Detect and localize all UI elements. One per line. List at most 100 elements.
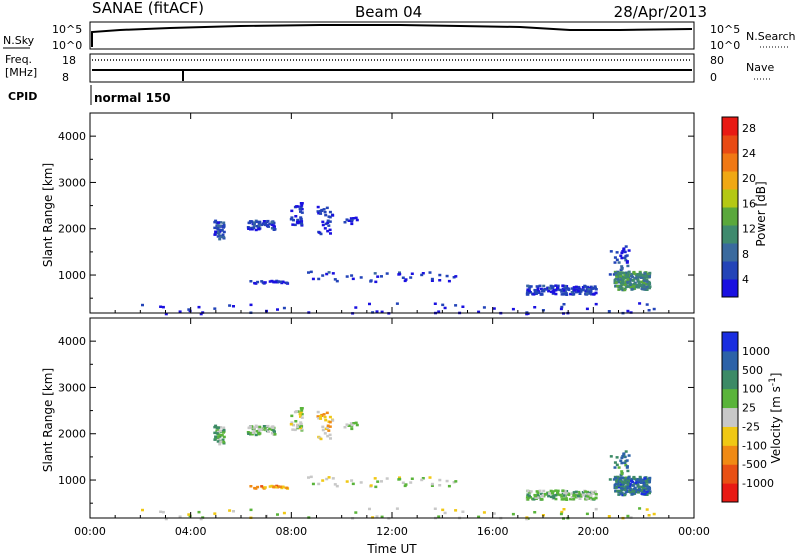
power-scatter-cell: [648, 271, 652, 275]
freq-left-tick-top: 18: [62, 54, 76, 67]
power-scatter-cell: [252, 224, 256, 227]
power-scatter-cell: [635, 284, 639, 287]
power-scatter-cell: [300, 220, 304, 223]
velocity-scatter-cell: [403, 484, 407, 488]
power-scatter-cell: [260, 280, 264, 283]
power-scatter-cell: [620, 276, 624, 279]
power-scatter-cell: [295, 220, 299, 224]
velocity-xtick-label: 20:00: [577, 525, 609, 538]
power-scatter-cell: [380, 275, 383, 278]
velocity-scatter-cell: [347, 424, 351, 427]
velocity-scatter-cell: [621, 493, 625, 497]
power-scatter-cell: [430, 279, 434, 282]
velocity-scatter-cell: [272, 485, 276, 489]
velocity-scatter-cell: [536, 493, 540, 497]
velocity-scatter-cell: [437, 515, 441, 518]
power-scatter-cell: [539, 293, 543, 296]
power-scatter-cell: [350, 222, 354, 226]
power-scatter-cell: [645, 303, 649, 306]
velocity-scatter-cell: [317, 482, 321, 486]
velocity-scatter-cell: [293, 428, 297, 432]
velocity-scatter-cell: [643, 477, 647, 480]
power-scatter-cell: [637, 281, 641, 284]
velocity-scatter-cell: [397, 478, 401, 481]
power-colorbar-swatch: [722, 135, 738, 154]
power-colorbar-swatch: [722, 153, 738, 172]
velocity-scatter-cell: [643, 492, 647, 496]
power-scatter-cell: [551, 285, 555, 288]
velocity-scatter-cell: [373, 477, 377, 480]
velocity-scatter-cell: [648, 476, 652, 480]
power-scatter-cell: [585, 292, 589, 295]
cpid-label: CPID: [8, 90, 37, 103]
power-scatter-cell: [257, 227, 261, 231]
velocity-scatter-cell: [612, 478, 616, 481]
velocity-scatter-cell: [268, 427, 272, 431]
velocity-scatter-cell: [616, 483, 620, 486]
power-scatter-cell: [617, 261, 621, 264]
velocity-scatter-cell: [526, 496, 530, 499]
power-colorbar-swatch: [722, 117, 738, 136]
power-scatter-cell: [317, 277, 321, 281]
velocity-scatter-cell: [282, 511, 286, 515]
power-scatter-cell: [263, 222, 267, 225]
velocity-scatter-cell: [625, 490, 629, 494]
power-scatter-cell: [299, 202, 303, 205]
power-scatter-cell: [319, 209, 322, 213]
power-scatter-cell: [587, 287, 591, 291]
velocity-scatter-cell: [638, 476, 642, 480]
power-scatter-cell: [323, 210, 327, 214]
velocity-scatter-cell: [577, 492, 581, 495]
velocity-scatter-cell: [285, 486, 289, 490]
velocity-scatter-cell: [626, 477, 630, 480]
velocity-scatter-cell: [625, 480, 629, 483]
power-colorbar-tick-label: 16: [742, 197, 756, 210]
power-scatter-cell: [629, 286, 633, 289]
velocity-scatter-cell: [594, 496, 598, 500]
power-scatter-cell: [216, 235, 220, 238]
power-scatter-cell: [643, 272, 647, 275]
velocity-scatter-cell: [559, 512, 563, 516]
power-scatter-cell: [627, 249, 631, 252]
power-scatter-cell: [218, 228, 222, 232]
power-colorbar-swatch: [722, 171, 738, 190]
velocity-scatter-cell: [268, 485, 272, 488]
power-scatter-cell: [354, 306, 358, 309]
power-scatter-cell: [398, 271, 401, 274]
velocity-colorbar-tick-label: -500: [742, 458, 767, 471]
velocity-scatter-cell: [328, 415, 332, 419]
power-scatter-cell: [300, 211, 304, 214]
power-scatter-cell: [635, 273, 639, 277]
power-scatter-cell: [554, 289, 558, 292]
power-scatter-cell: [197, 305, 201, 309]
velocity-scatter-cell: [554, 494, 558, 497]
velocity-scatter-cell: [349, 422, 353, 425]
velocity-scatter-cell: [328, 420, 332, 424]
velocity-scatter-cell: [565, 492, 569, 495]
power-scatter-cell: [560, 290, 564, 293]
velocity-scatter-cell: [623, 488, 627, 491]
velocity-scatter-cell: [299, 410, 303, 414]
power-scatter-cell: [292, 218, 295, 222]
power-scatter-cell: [652, 307, 656, 311]
power-colorbar: 4 8 12 16 20 24 28: [721, 116, 756, 298]
power-colorbar-tick-label: 20: [742, 172, 756, 185]
power-scatter-cell: [618, 272, 622, 276]
velocity-scatter-cell: [645, 484, 649, 487]
velocity-scatter-cell: [296, 410, 300, 413]
velocity-scatter-cell: [642, 487, 646, 490]
velocity-scatter-cell: [328, 433, 332, 437]
power-scatter-cell: [534, 291, 538, 294]
velocity-scatter-cell: [540, 495, 544, 498]
power-scatter-cell: [256, 280, 260, 284]
velocity-scatter-cell: [620, 472, 624, 476]
velocity-scatter-cell: [327, 429, 331, 432]
power-colorbar-swatch: [722, 279, 738, 298]
velocity-scatter-cell: [620, 470, 624, 473]
velocity-colorbar-label: Velocity [m s-1]: [768, 373, 783, 464]
power-scatter-cell: [345, 275, 349, 278]
velocity-colorbar-tick-label: 1000: [742, 345, 770, 358]
velocity-scatter-cell: [613, 466, 617, 469]
freq-label-line1: Freq.: [5, 53, 32, 66]
power-scatter-cell: [188, 309, 192, 313]
